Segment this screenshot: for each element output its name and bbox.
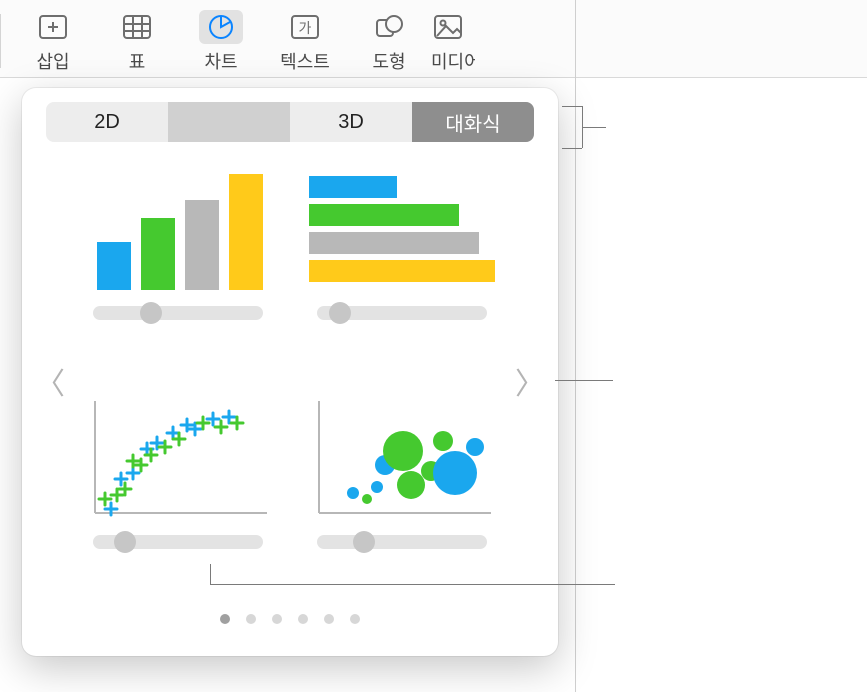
chart-icon xyxy=(199,10,243,44)
column-chart-thumb xyxy=(83,166,273,296)
media-icon xyxy=(431,10,465,44)
table-label: 표 xyxy=(129,48,146,74)
callout-bracket-lead xyxy=(582,127,606,128)
page-dot[interactable] xyxy=(272,614,282,624)
page-dot[interactable] xyxy=(324,614,334,624)
right-edge-divider xyxy=(575,0,576,692)
table-button[interactable]: 표 xyxy=(95,8,179,74)
chart-option-bar[interactable] xyxy=(300,166,504,367)
chart-option-column[interactable] xyxy=(76,166,280,367)
bubble-chart-thumb xyxy=(307,395,497,525)
next-page-chevron[interactable]: 〉 xyxy=(514,359,546,403)
chart-option-bubble[interactable] xyxy=(300,395,504,596)
text-button[interactable]: 가 텍스트 xyxy=(263,8,347,74)
shape-label: 도형 xyxy=(372,48,405,74)
callout-chevron-lead xyxy=(555,380,613,381)
page-dot[interactable] xyxy=(246,614,256,624)
insert-button[interactable]: 삽입 xyxy=(11,8,95,74)
callout-bracket-bottom xyxy=(562,148,582,149)
table-icon xyxy=(115,10,159,44)
chart-slider[interactable] xyxy=(317,535,487,549)
page-dot[interactable] xyxy=(350,614,360,624)
tab-interactive[interactable]: 대화식 xyxy=(412,102,534,142)
text-label: 텍스트 xyxy=(280,48,330,74)
page-dots xyxy=(32,614,548,624)
scatter-chart-thumb xyxy=(83,395,273,525)
prev-page-chevron[interactable]: 〈 xyxy=(34,359,66,403)
callout-bracket-top xyxy=(562,106,582,107)
tab-2d[interactable]: 2D xyxy=(46,102,168,142)
chart-slider[interactable] xyxy=(317,306,487,320)
chart-label: 차트 xyxy=(204,48,237,74)
shape-button[interactable]: 도형 xyxy=(347,8,431,74)
page-dot[interactable] xyxy=(220,614,230,624)
chart-popover: 2D 3D 대화식 〈 〉 xyxy=(22,88,558,656)
chart-button[interactable]: 차트 xyxy=(179,8,263,74)
chart-slider[interactable] xyxy=(93,306,263,320)
media-label: 미디어 xyxy=(431,48,475,74)
callout-slider-h xyxy=(210,584,615,585)
chart-grid-area: 〈 〉 xyxy=(32,166,548,596)
chart-option-scatter[interactable] xyxy=(76,395,280,596)
slider-thumb[interactable] xyxy=(114,531,136,553)
toolbar-separator xyxy=(0,14,1,68)
page-dot[interactable] xyxy=(298,614,308,624)
media-button[interactable]: 미디어 xyxy=(431,8,475,74)
insert-label: 삽입 xyxy=(36,48,69,74)
svg-text:가: 가 xyxy=(299,20,312,36)
slider-thumb[interactable] xyxy=(140,302,162,324)
shape-icon xyxy=(367,10,411,44)
slider-thumb[interactable] xyxy=(329,302,351,324)
callout-slider-v xyxy=(210,564,211,584)
chart-slider[interactable] xyxy=(93,535,263,549)
bar-chart-thumb xyxy=(307,166,497,296)
chart-type-tabs: 2D 3D 대화식 xyxy=(46,102,534,142)
chart-grid xyxy=(32,166,548,596)
slider-thumb[interactable] xyxy=(353,531,375,553)
insert-icon xyxy=(31,10,75,44)
tab-3d[interactable]: 3D xyxy=(290,102,412,142)
toolbar: 삽입 표 차트 가 텍스트 도형 미디어 xyxy=(0,0,867,78)
tab-divider xyxy=(168,102,290,142)
text-icon: 가 xyxy=(283,10,327,44)
